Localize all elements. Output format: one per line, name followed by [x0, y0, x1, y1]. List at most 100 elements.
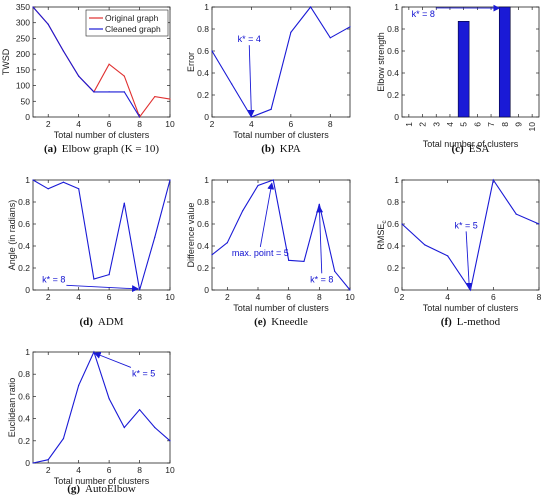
x-tick-label: 6	[472, 122, 482, 127]
y-tick-label: 0.8	[18, 369, 30, 379]
data-point	[32, 179, 34, 181]
y-axis-label: Error	[186, 52, 196, 72]
y-tick-label: 1	[204, 2, 209, 12]
x-tick-label: 10	[165, 292, 175, 302]
y-tick-label: 1	[25, 347, 30, 357]
x-tick-label: 2	[46, 292, 51, 302]
y-tick-label: 0.8	[387, 197, 399, 207]
legend-box	[85, 9, 169, 37]
y-tick-label: 0	[25, 112, 30, 122]
x-axis-label: Total number of clusters	[233, 303, 329, 313]
y-axis-label-subscript: c	[381, 220, 388, 224]
x-tick-label: 6	[107, 119, 112, 129]
x-tick-label: 1	[404, 122, 414, 127]
annotation-label: k* = 5	[132, 368, 155, 378]
data-point	[78, 75, 80, 77]
y-tick-label: 0.6	[387, 219, 399, 229]
annotation-label: k* = 8	[412, 9, 435, 19]
panel-caption: (c) ESA	[452, 143, 490, 155]
panel-caption-text: L-method	[457, 316, 501, 328]
x-axis-label: Total number of clusters	[423, 139, 519, 149]
y-axis-label: RMSEc	[376, 220, 388, 250]
y-tick-label: 200	[16, 49, 30, 59]
plot-frame	[32, 351, 171, 464]
annotation-label: k* = 8	[310, 274, 333, 284]
panel-caption-text: ESA	[469, 143, 490, 155]
panel-caption-text: Elbow graph (K = 10)	[62, 143, 160, 155]
panel-caption: (a) Elbow graph (K = 10)	[44, 143, 159, 155]
chart-panel-d: 2 4 6 8 10 0 0.2 0.4 0.6 0.8 1 Angle (in radians) k*…	[7, 175, 175, 328]
data-point	[329, 37, 331, 39]
data-point	[47, 188, 49, 190]
x-tick-label: 4	[256, 292, 261, 302]
x-tick-label: 4	[76, 119, 81, 129]
panel-caption-letter: (f)	[441, 316, 452, 328]
data-point	[108, 63, 110, 65]
panel-caption-letter: (c)	[452, 143, 465, 155]
chart-panel-g: 2 4 6 8 10 0 0.2 0.4 0.6 0.8 1 Total number of clus…	[7, 347, 175, 495]
data-point	[62, 50, 65, 52]
data-point	[492, 179, 494, 181]
y-tick-label: 0.6	[197, 219, 209, 229]
data-point	[318, 203, 320, 205]
panel-caption-text: KPA	[280, 143, 301, 155]
panel-caption-letter: (g)	[67, 483, 80, 495]
data-point	[303, 260, 305, 262]
x-tick-label: 8	[137, 119, 142, 129]
annotation-arrow	[316, 205, 324, 274]
plot-frame	[401, 179, 540, 291]
y-tick-label: 0.8	[197, 24, 209, 34]
x-tick-label: 8	[137, 292, 142, 302]
data-point	[138, 409, 141, 411]
x-tick-label: 2	[210, 119, 215, 129]
data-point	[78, 188, 80, 190]
data-point	[309, 6, 312, 8]
series-line-1	[32, 6, 141, 118]
data-point	[257, 184, 259, 187]
y-axis-label: Elbow strength	[376, 32, 386, 92]
annotation-arrow	[247, 45, 255, 117]
data-point	[169, 98, 171, 100]
annotation-label: k* = 4	[238, 34, 261, 44]
x-tick-label: 2	[418, 122, 428, 127]
y-tick-label: 0.4	[387, 68, 399, 78]
y-tick-label: 1	[204, 175, 209, 185]
data-point	[231, 83, 233, 85]
y-tick-label: 0.8	[197, 197, 209, 207]
y-tick-label: 0.8	[387, 24, 399, 34]
legend-entry: Cleaned graph	[105, 24, 161, 34]
data-point	[469, 289, 472, 291]
y-axis-label: Angle (in radians)	[7, 200, 17, 271]
data-point	[47, 459, 49, 461]
data-point	[272, 179, 274, 181]
y-tick-label: 0	[394, 112, 399, 122]
y-tick-label: 0.4	[197, 68, 209, 78]
y-tick-label: 0.8	[18, 197, 30, 207]
y-tick-label: 0	[394, 285, 399, 295]
y-axis-label-text: TWSD	[1, 48, 11, 75]
data-point	[290, 31, 292, 33]
y-axis-label-text: Elbow strength	[376, 32, 386, 92]
panel-caption-letter: (b)	[261, 143, 275, 155]
plot-frame	[211, 179, 351, 291]
x-tick-label: 6	[491, 292, 496, 302]
panel-caption-text: ADM	[98, 316, 124, 328]
y-axis-label: Difference value	[186, 203, 196, 268]
y-tick-label: 1	[394, 2, 399, 12]
data-point	[424, 244, 426, 246]
panel-caption: (b) KPA	[261, 143, 301, 155]
plot-frame	[401, 6, 540, 118]
data-point	[108, 274, 110, 276]
x-tick-label: 10	[527, 122, 537, 132]
y-axis-label: TWSD	[1, 48, 11, 75]
x-tick-label: 6	[288, 119, 293, 129]
panel-caption: (d) ADM	[79, 316, 123, 328]
series-line-0	[32, 350, 171, 464]
annotation-arrow	[465, 231, 473, 290]
plot-frame	[32, 179, 171, 291]
x-tick-label: 2	[225, 292, 230, 302]
annotation-arrow	[259, 182, 275, 247]
data-point	[211, 50, 213, 52]
data-point	[138, 289, 141, 291]
x-tick-label: 4	[249, 119, 254, 129]
